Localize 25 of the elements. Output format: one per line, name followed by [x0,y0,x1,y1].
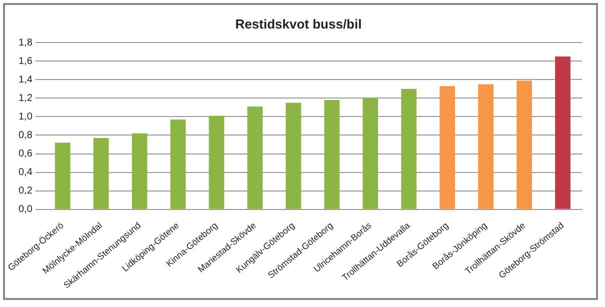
bar [93,138,109,209]
chart-title: Restidskvot buss/bil [235,16,362,32]
y-tick-label: 0,6 [18,148,33,160]
y-tick-label: 1,4 [18,74,33,86]
y-tick-label: 0,4 [18,167,33,178]
bar [170,119,186,209]
y-tick-label: 0,0 [18,204,33,216]
bar [516,80,532,209]
y-tick-label: 1,8 [18,37,33,48]
bar [54,142,70,209]
y-tick-label: 0,2 [18,186,33,197]
bar [247,106,263,209]
bar [555,56,570,209]
y-tick-label: 0,8 [18,130,33,141]
bar [208,116,224,209]
bar [286,102,302,209]
bar [324,100,340,209]
bar [132,133,148,209]
y-tick-label: 1,2 [18,92,33,104]
y-tick-label: 1,6 [18,56,33,67]
y-tick-label: 1,0 [18,111,33,122]
bar [362,98,378,209]
bar [478,84,494,209]
bar [401,88,417,209]
bar [440,86,456,209]
